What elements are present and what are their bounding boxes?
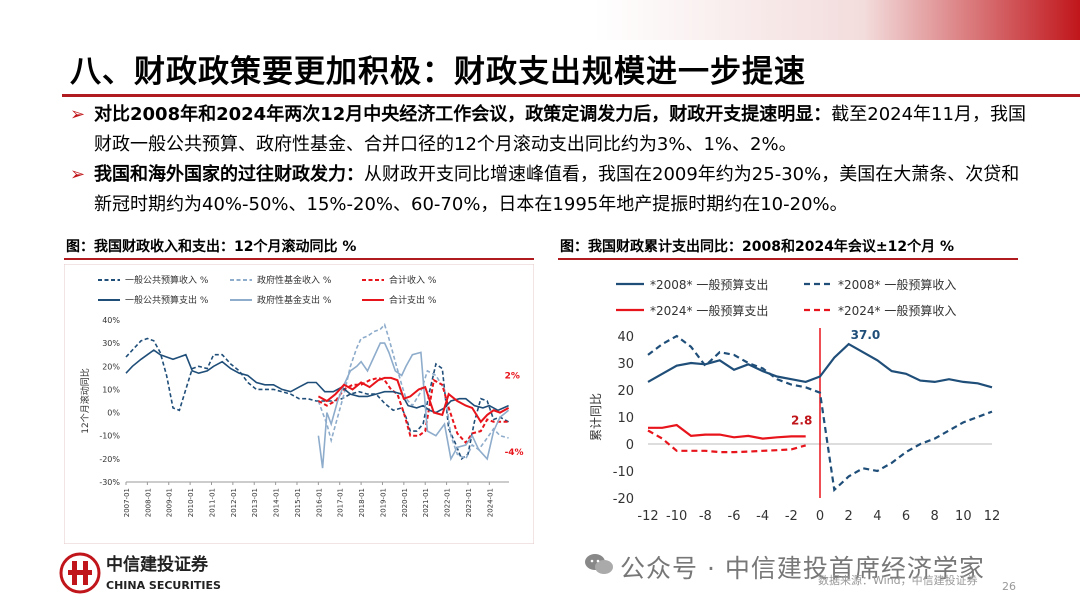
source-note: 数据来源：Wind，中信建投证券 bbox=[818, 574, 978, 587]
series-line-1 bbox=[125, 337, 509, 461]
x-tick-label: 2 bbox=[845, 509, 853, 524]
bullet-item: ➢ 我国和海外国家的过往财政发力：从财政开支同比增速峰值看，我国在2009年约为… bbox=[70, 160, 1030, 220]
y-axis-label: 12个月滚动同比 bbox=[79, 368, 91, 433]
x-tick-label: 2009-01 bbox=[166, 488, 174, 517]
x-tick-label: 12 bbox=[984, 509, 1001, 524]
y-tick-label: 30 bbox=[617, 357, 634, 372]
x-tick-label: 8 bbox=[931, 509, 939, 524]
legend-label: *2024* 一般预算收入 bbox=[838, 303, 956, 318]
citic-logo-icon: 中信建投证券 CHINA SECURITIES bbox=[59, 552, 221, 594]
figure-title-right: 图：我国财政累计支出同比：2008和2024年会议±12个月 % bbox=[560, 239, 955, 255]
y-tick-label: 10 bbox=[617, 411, 634, 426]
x-tick-label: 2022-01 bbox=[444, 488, 452, 517]
data-label: 2% bbox=[505, 372, 520, 382]
figure-rule-left bbox=[64, 258, 534, 260]
x-tick-label: -8 bbox=[699, 509, 712, 524]
x-tick-label: 2021-01 bbox=[422, 488, 430, 517]
x-tick-label: 2024-01 bbox=[486, 488, 494, 517]
watermark-text: 公众号 · 中信建投首席经济学家 bbox=[620, 554, 985, 583]
x-tick-label: 2014-01 bbox=[273, 488, 281, 517]
x-tick-label: 2017-01 bbox=[337, 488, 345, 517]
chart-fiscal-revenue-expenditure: 40% 30% 20% 10% 0% -10% -20% -30% 12个月滚动同比 2007-0… bbox=[64, 264, 534, 544]
y-tick-label: 20 bbox=[617, 384, 634, 399]
y-tick-label: -10% bbox=[99, 432, 120, 441]
x-tick-label: 2016-01 bbox=[315, 488, 323, 517]
x-tick-label: -6 bbox=[728, 509, 741, 524]
data-label: -4% bbox=[505, 448, 524, 458]
figure-title-left: 图：我国财政收入和支出：12个月滚动同比 % bbox=[66, 239, 357, 255]
legend-label: 一般公共预算收入 % bbox=[125, 274, 209, 286]
series-line-3 bbox=[317, 376, 509, 445]
y-tick-label: -20 bbox=[613, 492, 634, 507]
x-tick-label: 2007-01 bbox=[123, 488, 131, 517]
header-gradient-bar bbox=[0, 0, 1080, 40]
wechat-icon bbox=[585, 554, 613, 574]
legend-label: 合计收入 % bbox=[389, 274, 437, 286]
title-underline bbox=[62, 94, 1080, 97]
series-line-3 bbox=[648, 423, 806, 440]
figure-rule-right bbox=[558, 258, 1018, 260]
x-tick-label: 2020-01 bbox=[401, 488, 409, 517]
x-tick-label: 4 bbox=[873, 509, 881, 524]
series-line-4 bbox=[125, 349, 509, 414]
x-tick-label: 2019-01 bbox=[379, 488, 387, 517]
x-tick-label: -10 bbox=[666, 509, 687, 524]
arrow-bullet-icon: ➢ bbox=[70, 104, 86, 125]
bullet-bold-text: 对比2008年和2024年两次12月中央经济工作会议，政策定调发力后，财政开支提… bbox=[94, 104, 832, 125]
x-tick-label: 2013-01 bbox=[251, 488, 259, 517]
series-line-5 bbox=[317, 342, 510, 469]
x-tick-label: 2011-01 bbox=[208, 488, 216, 517]
legend-label: 一般公共预算支出 % bbox=[125, 294, 209, 306]
legend-label: *2008* 一般预算支出 bbox=[650, 277, 768, 292]
bullet-list: ➢ 对比2008年和2024年两次12月中央经济工作会议，政策定调发力后，财政开… bbox=[70, 100, 1030, 220]
x-tick-label: 2018-01 bbox=[358, 488, 366, 517]
y-tick-label: 40% bbox=[102, 316, 120, 325]
x-tick-label: -2 bbox=[785, 509, 798, 524]
series-line-2 bbox=[317, 323, 509, 461]
arrow-bullet-icon: ➢ bbox=[70, 164, 86, 185]
y-tick-label: 40 bbox=[617, 330, 634, 345]
series-line-4 bbox=[647, 429, 806, 454]
y-tick-label: 30% bbox=[102, 339, 120, 348]
y-tick-label: 10% bbox=[102, 385, 120, 394]
data-label: 37.0 bbox=[851, 328, 881, 342]
y-tick-label: 20% bbox=[102, 362, 120, 371]
x-tick-label: 2015-01 bbox=[294, 488, 302, 517]
page-title: 八、财政政策要更加积极：财政支出规模进一步提速 bbox=[70, 54, 806, 90]
bullet-text: 截至2024年11月，我国财政一般公共预算、政府性基金、合并口径的12个月滚动支… bbox=[94, 104, 1026, 155]
series-line-6 bbox=[317, 376, 510, 424]
y-tick-label: -20% bbox=[99, 455, 120, 464]
x-tick-label: -4 bbox=[756, 509, 769, 524]
logo-en-text: CHINA SECURITIES bbox=[106, 579, 221, 592]
bullet-item: ➢ 对比2008年和2024年两次12月中央经济工作会议，政策定调发力后，财政开… bbox=[70, 100, 1030, 160]
legend-label: 政府性基金收入 % bbox=[257, 274, 332, 286]
y-axis-label: 累计同比 bbox=[589, 393, 603, 441]
legend-label: *2008* 一般预算收入 bbox=[838, 277, 956, 292]
bullet-text: 从财政开支同比增速峰值看，我国在2009年约为25-30%，美国在大萧条、次贷和… bbox=[94, 164, 1020, 215]
x-tick-label: 2012-01 bbox=[230, 488, 238, 517]
y-tick-label: 0 bbox=[626, 438, 634, 453]
bullet-bold-text: 我国和海外国家的过往财政发力： bbox=[94, 164, 364, 185]
x-tick-label: 2008-01 bbox=[144, 488, 152, 517]
series-line-2 bbox=[647, 334, 993, 493]
x-tick-label: -12 bbox=[637, 509, 658, 524]
data-label: 2.8 bbox=[791, 413, 812, 427]
logo-cn-text: 中信建投证券 bbox=[106, 554, 209, 575]
x-tick-label: 2010-01 bbox=[187, 488, 195, 517]
x-tick-label: 0 bbox=[816, 509, 824, 524]
legend-label: *2024* 一般预算支出 bbox=[650, 303, 768, 318]
y-tick-label: -10 bbox=[613, 465, 634, 480]
y-tick-label: -30% bbox=[99, 478, 120, 487]
x-tick-label: 6 bbox=[902, 509, 910, 524]
x-tick-label: 2023-01 bbox=[465, 488, 473, 517]
legend-label: 政府性基金支出 % bbox=[257, 294, 332, 306]
legend-label: 合计支出 % bbox=[389, 294, 437, 306]
x-tick-label: 10 bbox=[955, 509, 972, 524]
y-tick-label: 0% bbox=[107, 409, 120, 418]
page-number: 26 bbox=[1002, 580, 1016, 593]
